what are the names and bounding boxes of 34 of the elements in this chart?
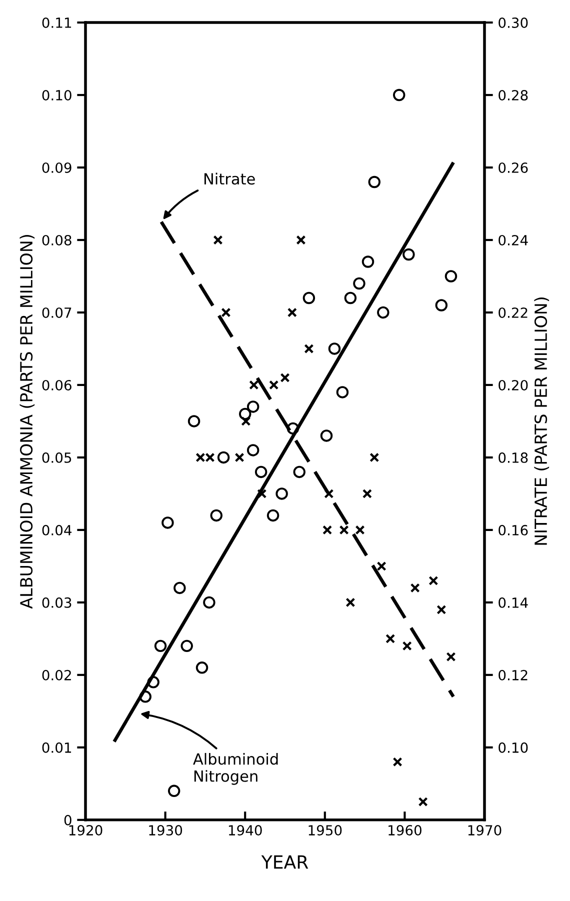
y2-tick-label: 0.20 (498, 380, 528, 390)
y-tick-label: 0.09 (42, 162, 72, 173)
y2-tick-label: 0.22 (498, 307, 528, 318)
x-tick-label: 1970 (468, 825, 502, 836)
y2-tick-label: 0.28 (498, 90, 528, 100)
x-tick-label: 1920 (69, 825, 102, 836)
annotation: Albuminoid Nitrogen (193, 752, 278, 785)
x-axis-title: YEAR (261, 855, 308, 869)
annotation: Nitrate (204, 172, 255, 185)
y2-tick-label: 0.14 (498, 597, 528, 608)
y-tick-label: 0.06 (42, 380, 72, 390)
y2-tick-label: 0.16 (498, 524, 528, 536)
y-tick-label: 0.10 (42, 90, 72, 100)
y2-tick-label: 0.24 (498, 234, 528, 246)
y2-tick-label: 0.10 (498, 742, 528, 753)
y2-tick-label: 0.26 (498, 162, 528, 173)
y2-tick-label: 0.30 (498, 17, 528, 28)
y-axis-title: ALBUMINOID AMMONIA (PARTS PER MILLION) (20, 235, 35, 609)
y-tick-label: 0.01 (42, 742, 72, 753)
x-tick-label: 1960 (388, 825, 422, 836)
y-tick-label: 0.03 (42, 597, 72, 608)
y-tick-label: 0.02 (42, 670, 71, 680)
y2-tick-label: 0.18 (498, 452, 528, 463)
x-tick-label: 1930 (149, 825, 182, 836)
y2-axis-title: NITRATE (PARTS PER MILLION) (534, 298, 550, 545)
x-tick-label: 1940 (228, 825, 262, 836)
y2-tick-label: 0.12 (498, 670, 528, 680)
y-tick-label: 0.05 (42, 452, 72, 463)
y-tick-label: 0 (64, 814, 72, 826)
y-tick-label: 0.07 (42, 307, 72, 318)
x-tick-label: 1950 (308, 825, 342, 836)
y-tick-label: 0.08 (42, 234, 72, 246)
y-tick-label: 0.11 (42, 17, 72, 28)
y-tick-label: 0.04 (42, 524, 72, 536)
